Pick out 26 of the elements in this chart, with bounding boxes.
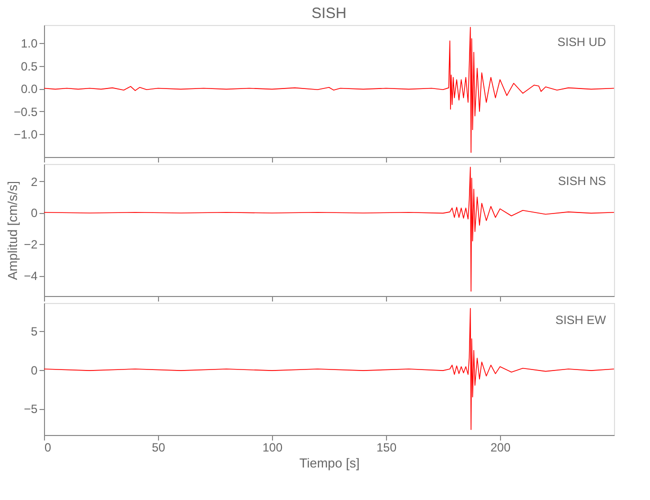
annotation: SISH NS (558, 174, 606, 188)
y-axis-title: Amplitud [cm/s/s] (4, 181, 20, 280)
y-tick-label: 2 (30, 174, 38, 189)
y-tick-label: 5 (30, 324, 38, 338)
annotation: SISH UD (557, 35, 606, 49)
x-tick-label: 200 (490, 440, 511, 454)
y-tick-label: −4 (24, 269, 38, 284)
line-series (44, 308, 614, 430)
y-tick-label: 0 (30, 363, 38, 378)
y-tick-label: 0.5 (20, 59, 38, 74)
chart-title: SISH (311, 5, 347, 22)
x-tick-label: 150 (376, 440, 397, 454)
x-tick-label: 50 (152, 440, 166, 454)
y-tick-label: 1.0 (20, 36, 38, 51)
y-tick-label: −1.0 (14, 128, 38, 142)
y-tick-label: −2 (24, 238, 38, 252)
x-tick-label: 100 (262, 440, 283, 454)
y-tick-label: 0 (30, 206, 38, 220)
line-series (44, 26, 614, 153)
x-axis-title: Tiempo [s] (299, 456, 360, 470)
annotation: SISH EW (555, 313, 607, 327)
line-series (44, 166, 614, 292)
y-tick-label: −5 (24, 402, 38, 416)
y-tick-label: −0.5 (14, 104, 38, 119)
x-tick-label: 0 (44, 440, 52, 454)
y-tick-label: 0.0 (20, 82, 38, 96)
